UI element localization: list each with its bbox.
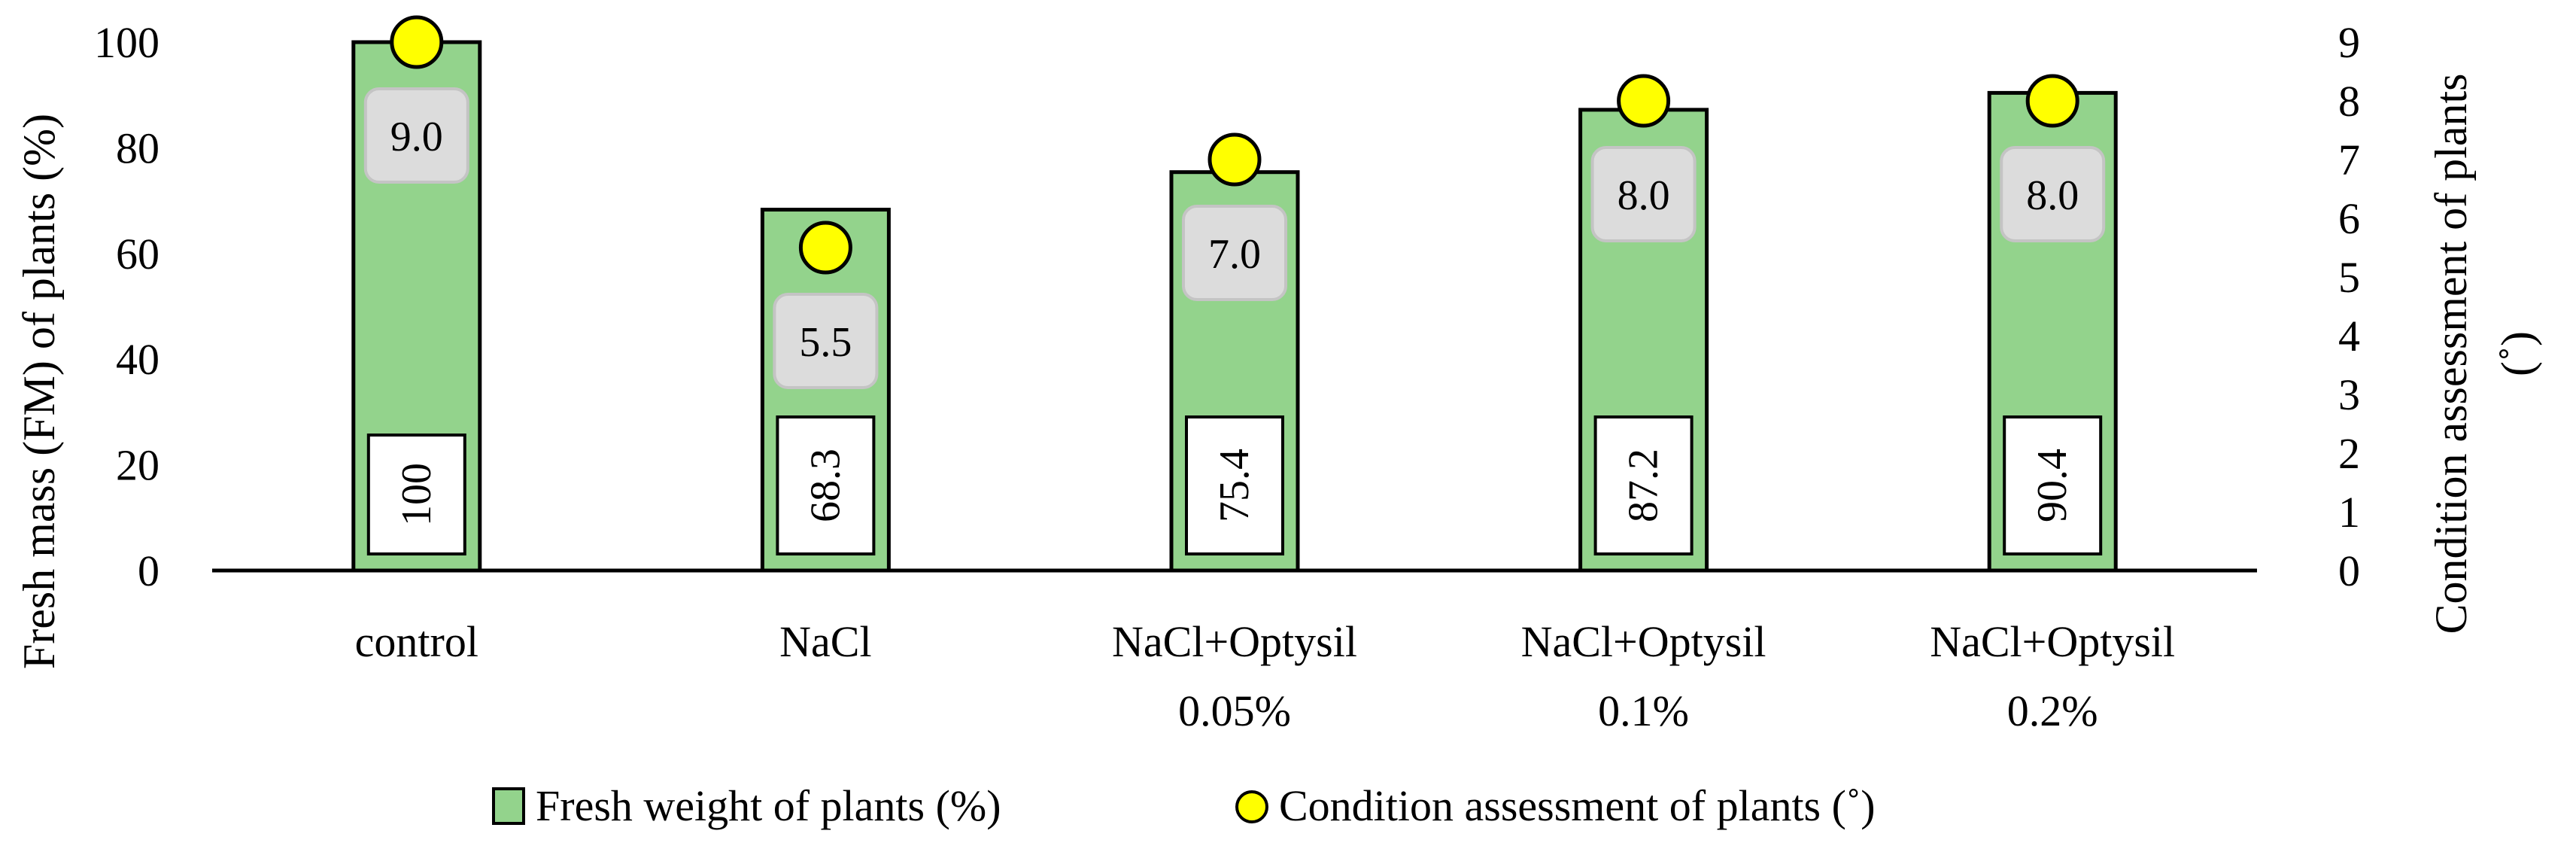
x-tick-label-2-1: 0.05% (1178, 686, 1291, 735)
score-label-3: 8.0 (1618, 172, 1670, 219)
legend-marker-swatch (1235, 790, 1268, 823)
y2-axis-title-line-1: (˚) (2492, 331, 2542, 376)
x-tick-label-4-0: NaCl+Optysil (1930, 617, 2175, 666)
bar-value-box-0 (366, 434, 466, 555)
x-tick-label-2-0: NaCl+Optysil (1112, 617, 1357, 666)
y-tick-label-4: 80 (116, 123, 159, 172)
y2-tick-label-0: 0 (2338, 546, 2360, 595)
bar-value-label-0: 100 (393, 463, 440, 526)
legend: Fresh weight of plants (%) Condition asse… (492, 781, 1876, 830)
bar-value-box-4 (2003, 415, 2103, 555)
bar-value-label-2: 75.4 (1211, 449, 1258, 522)
bar-value-label-1: 68.3 (802, 449, 849, 522)
y2-tick-label-9: 9 (2338, 18, 2360, 67)
score-marker-2 (1208, 132, 1262, 187)
score-label-2: 7.0 (1208, 231, 1261, 278)
bar-value-label-4: 90.4 (2029, 449, 2076, 522)
y2-tick-label-2: 2 (2338, 429, 2360, 478)
score-label-4: 8.0 (2026, 172, 2079, 219)
score-box-1 (773, 293, 879, 389)
score-marker-1 (798, 221, 852, 275)
y2-tick-label-5: 5 (2338, 253, 2360, 302)
bar-value-box-2 (1185, 415, 1284, 555)
y-axis-title: Fresh mass (FM) of plants (%) (14, 114, 64, 669)
score-label-0: 9.0 (390, 114, 443, 160)
bar-value-box-1 (776, 415, 876, 555)
score-label-1: 5.5 (799, 319, 852, 366)
score-marker-3 (1617, 74, 1671, 128)
y-tick-label-2: 40 (116, 335, 159, 384)
x-tick-label-0-0: control (355, 617, 478, 666)
y2-tick-label-4: 4 (2338, 312, 2360, 361)
x-tick-label-3-0: NaCl+Optysil (1521, 617, 1766, 666)
bar-value-box-3 (1593, 415, 1694, 555)
legend-marker-label: Condition assessment of plants (˚) (1279, 781, 1876, 830)
y2-tick-label-6: 6 (2338, 194, 2360, 243)
left-axis-ticks: 0 20 40 60 80 100 (94, 18, 159, 595)
score-box-4 (2000, 146, 2106, 242)
x-tick-label-1-0: NaCl (779, 617, 871, 666)
legend-bar-label: Fresh weight of plants (%) (536, 781, 1001, 830)
y-tick-label-3: 60 (116, 230, 159, 278)
score-labels: 9.0 5.5 7.0 8.0 8.0 (363, 87, 2106, 389)
score-box-2 (1182, 205, 1287, 301)
y-tick-label-5: 100 (94, 18, 159, 67)
score-box-0 (363, 87, 469, 184)
y2-tick-label-8: 8 (2338, 77, 2360, 126)
bar-value-label-3: 87.2 (1621, 449, 1667, 522)
y2-tick-label-1: 1 (2338, 488, 2360, 537)
bar-value-labels: 100 68.3 75.4 87.2 90.4 (366, 415, 2103, 555)
right-axis-ticks: 0 1 2 3 4 5 6 7 8 9 (2338, 18, 2360, 595)
y-tick-label-0: 0 (138, 546, 159, 595)
x-tick-label-4-1: 0.2% (2007, 686, 2098, 735)
y2-tick-label-3: 3 (2338, 370, 2360, 419)
score-marker-0 (390, 15, 444, 69)
x-tick-label-3-1: 0.1% (1598, 686, 1689, 735)
y2-tick-label-7: 7 (2338, 135, 2360, 184)
score-markers (390, 15, 2079, 275)
x-axis-tick-labels: control NaCl NaCl+Optysil 0.05% NaCl+Optysil… (355, 617, 2176, 735)
y-tick-label-1: 20 (116, 441, 159, 490)
score-marker-4 (2025, 74, 2079, 128)
legend-bar-swatch (492, 787, 525, 825)
score-box-3 (1590, 146, 1697, 242)
y2-axis-title-line-0: Condition assessment of plants (2426, 74, 2476, 634)
y2-axis-title: Condition assessment of plants (˚) (2426, 74, 2542, 634)
